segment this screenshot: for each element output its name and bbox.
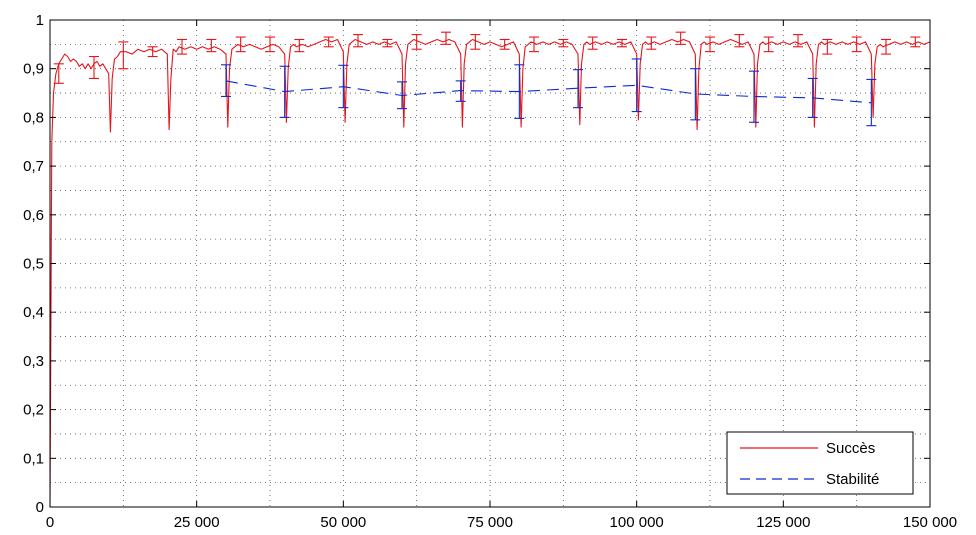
x-tick-label: 150 000	[903, 514, 957, 531]
x-tick-label: 75 000	[467, 514, 513, 531]
axes: 0 0,1 0,2 0,3 0,4 0,5 0,6 0,7 0,8 0,9 1 0 25 000 50 0…	[23, 12, 957, 531]
y-tick-label: 0,4	[23, 304, 44, 321]
y-tick-label: 0,2	[23, 402, 44, 419]
series-stability	[221, 58, 877, 127]
grid	[50, 20, 930, 507]
x-tick-label: 125 000	[756, 514, 810, 531]
legend-box	[726, 431, 914, 495]
x-tick-label: 50 000	[320, 514, 366, 531]
series-line	[225, 80, 872, 104]
y-tick-label: 0	[36, 499, 44, 516]
y-tick-label: 0,9	[23, 61, 44, 78]
legend-label-success: Succès	[826, 440, 875, 457]
y-tick-label: 0,7	[23, 158, 44, 175]
legend-label-stability: Stabilité	[826, 471, 879, 488]
x-tick-label: 0	[46, 514, 54, 531]
y-tick-label: 0,3	[23, 353, 44, 370]
series-success	[49, 31, 931, 508]
series-line	[49, 38, 931, 508]
y-tick-label: 0,8	[23, 109, 44, 126]
y-tick-label: 0,5	[23, 256, 44, 273]
series-layer	[49, 31, 931, 508]
y-tick-label: 0,6	[23, 207, 44, 224]
y-tick-label: 1	[36, 12, 44, 29]
y-tick-label: 0,1	[23, 450, 44, 467]
legend: Succès Stabilité	[726, 431, 914, 495]
x-tick-label: 25 000	[174, 514, 220, 531]
x-tick-label: 100 000	[610, 514, 664, 531]
